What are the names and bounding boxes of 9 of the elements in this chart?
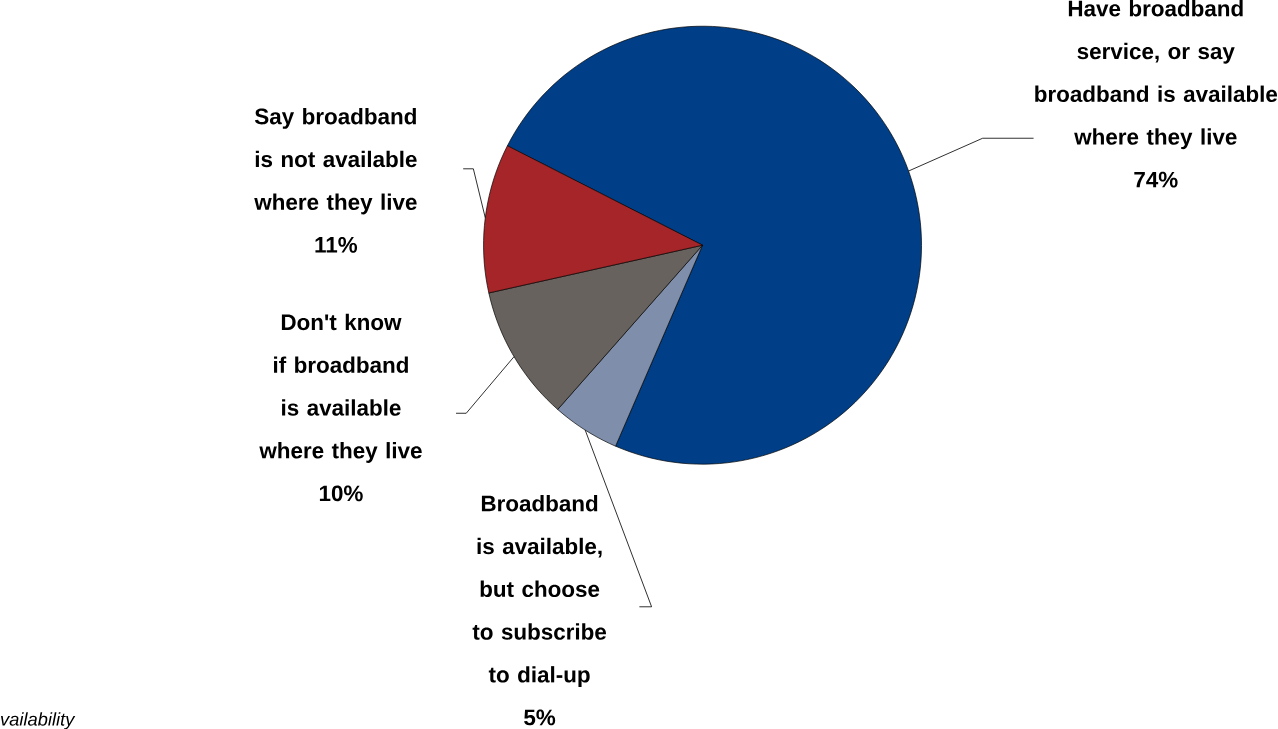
data-label: 5%	[524, 709, 556, 726]
slice-label: Don't know if broadband is available where they live	[259, 313, 422, 463]
slice-label: Have broadband service, or say broadband is available where they live	[1035, 0, 1278, 150]
data-label: 10%	[319, 485, 363, 502]
slice-label: Broadband is available, but choose to subscribe to dial-up	[472, 494, 607, 687]
slice-label: Say broadband is not available where they live	[254, 107, 417, 215]
data-label: 11%	[315, 236, 358, 253]
text: vailability	[1, 712, 76, 729]
data-label: 74%	[1134, 171, 1178, 188]
